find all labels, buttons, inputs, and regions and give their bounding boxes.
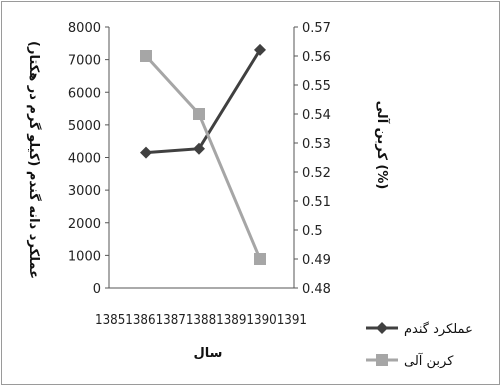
y-left-tick-label: 4000 <box>68 152 101 167</box>
y-right-tick-label: 0.48 <box>302 282 331 297</box>
y-axis-right-label: کربن آلی (%) <box>374 101 391 190</box>
y-left-tick-label: 6000 <box>68 86 101 101</box>
legend: عملکرد گندم کربن آلی <box>366 321 473 369</box>
y-left-tick-label: 7000 <box>68 54 101 69</box>
series-point <box>140 50 152 62</box>
axes <box>105 26 298 289</box>
x-tick-labels: 1385138613871388138913901391 <box>95 313 307 328</box>
y-left-tick-label: 0 <box>93 282 101 297</box>
y-left-tick-label: 8000 <box>68 21 101 36</box>
y-axis-left-label: عملکرد دانه گندم (کیلو گرم در هکتار) <box>26 41 42 279</box>
legend-label: کربن آلی <box>404 352 454 369</box>
y-left-tick-label: 5000 <box>68 119 101 134</box>
series-point <box>140 146 152 159</box>
legend-marker <box>376 354 388 366</box>
y-right-tick-label: 0.56 <box>302 50 331 65</box>
series-line-1 <box>145 49 262 155</box>
y-left-tick-label: 2000 <box>68 217 101 232</box>
series-point <box>193 108 205 120</box>
y-right-tick-label: 0.51 <box>302 195 331 210</box>
y-right-tick-label: 0.55 <box>302 79 331 94</box>
y-right-tick-label: 0.52 <box>302 166 331 181</box>
legend-label: عملکرد گندم <box>404 321 473 337</box>
series-point <box>254 253 266 265</box>
y-right-tick-label: 0.53 <box>302 137 331 152</box>
legend-marker <box>376 322 388 334</box>
y-left-tick-label: 3000 <box>68 184 101 199</box>
series-point <box>254 43 266 56</box>
y-right-tick-label: 0.57 <box>302 21 331 36</box>
tick-labels: 0 1000 2000 3000 4000 5000 6000 7000 8000 0.48 0.4… <box>68 21 331 328</box>
x-axis-label: سال <box>194 346 223 361</box>
y-right-tick-label: 0.49 <box>302 253 331 268</box>
y-right-tick-label: 0.54 <box>302 108 331 123</box>
series-line-2 <box>144 54 262 260</box>
y-left-tick-label: 1000 <box>68 249 101 264</box>
y-right-tick-label: 0.5 <box>302 224 323 239</box>
series-point <box>193 142 205 155</box>
series-group <box>140 43 266 265</box>
